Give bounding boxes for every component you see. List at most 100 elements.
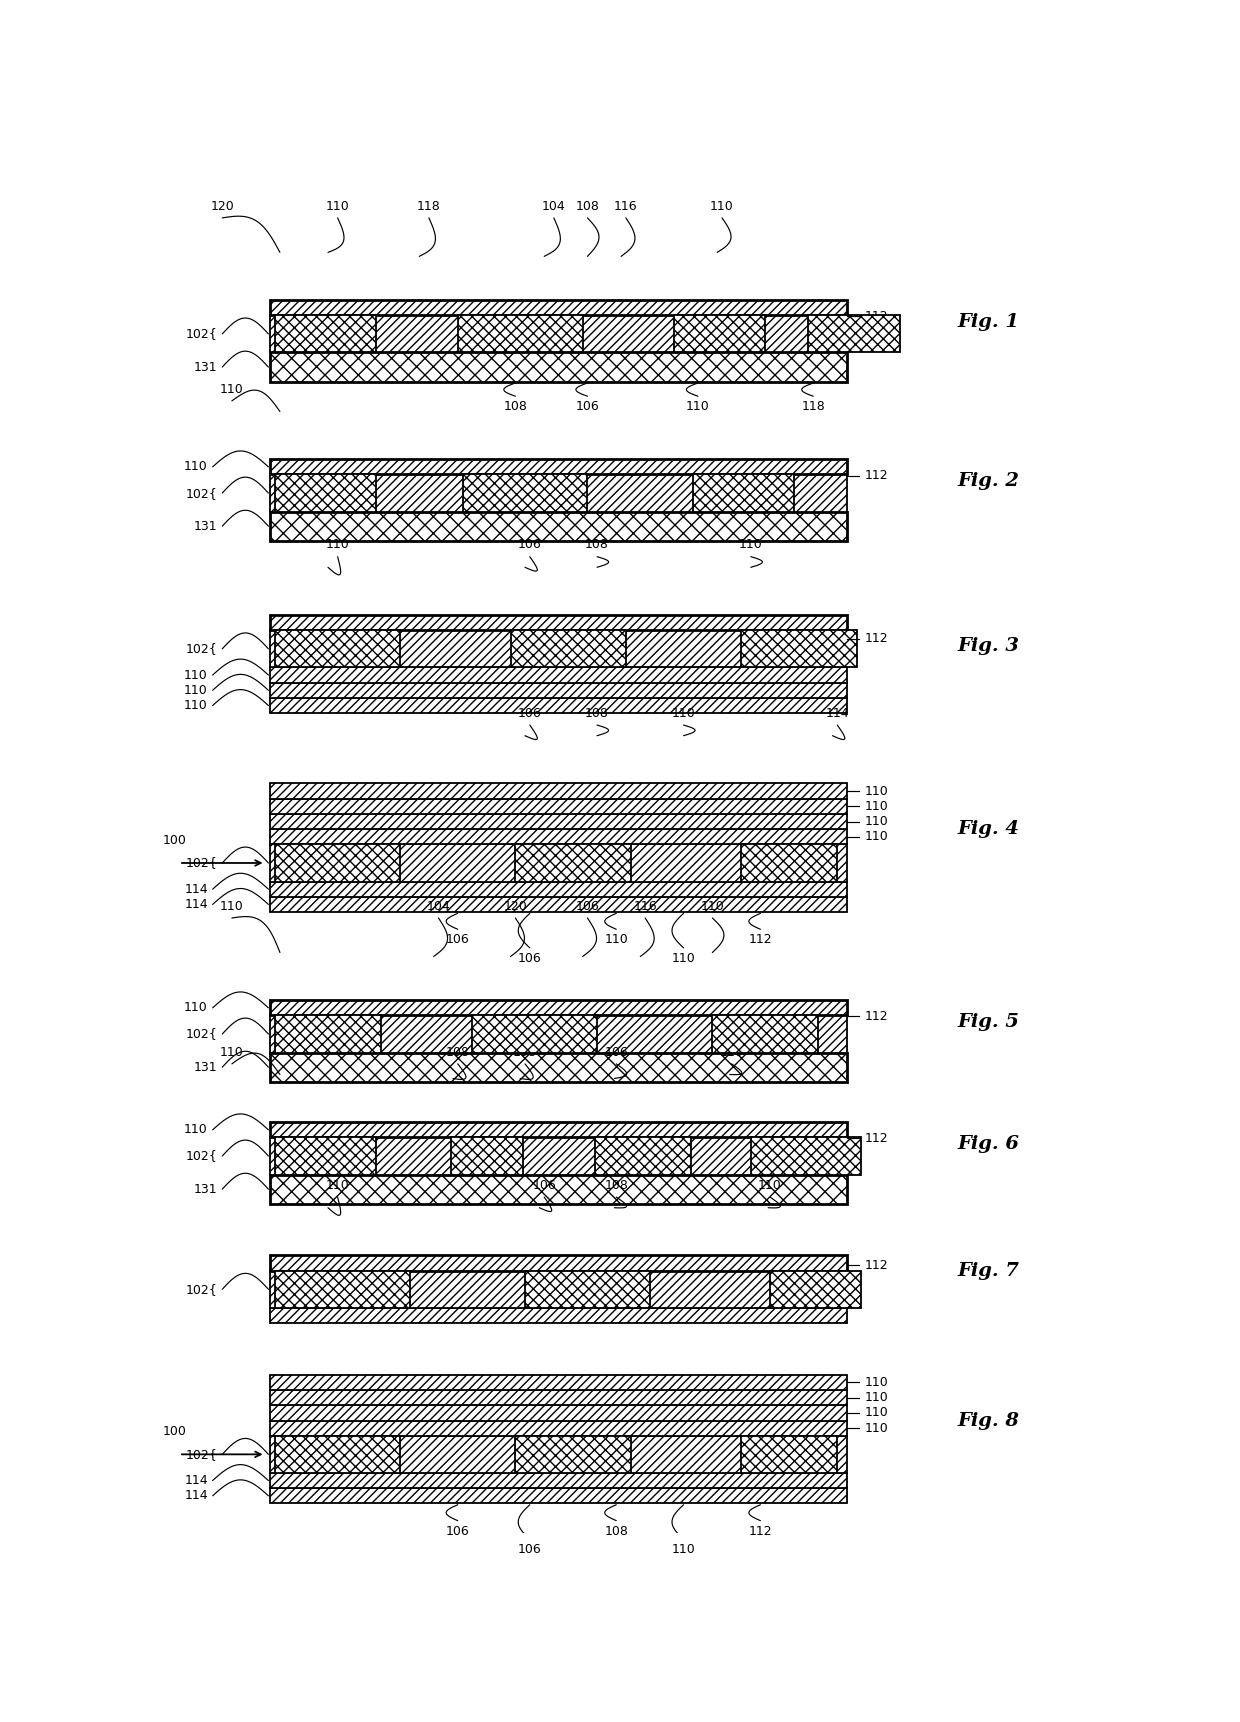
Text: 112: 112 — [749, 933, 773, 947]
Text: 112: 112 — [864, 310, 888, 324]
Bar — [270, 630, 847, 668]
Text: 110: 110 — [864, 785, 888, 797]
Text: 110: 110 — [326, 1180, 350, 1192]
Text: Fig. 7: Fig. 7 — [957, 1262, 1019, 1279]
Bar — [275, 1436, 401, 1472]
Text: 110: 110 — [184, 668, 208, 682]
Text: 108: 108 — [585, 706, 609, 720]
Bar — [751, 1138, 862, 1174]
Bar — [770, 1271, 862, 1307]
Bar — [675, 315, 765, 353]
Text: Fig. 5: Fig. 5 — [957, 1014, 1019, 1031]
Bar — [270, 1405, 847, 1421]
Bar — [516, 844, 631, 882]
Bar — [270, 1390, 847, 1405]
Bar — [270, 697, 847, 713]
Bar — [463, 475, 588, 511]
Text: 131: 131 — [193, 360, 217, 374]
Bar — [270, 615, 847, 630]
Text: 108: 108 — [513, 1045, 537, 1059]
Text: 110: 110 — [672, 952, 696, 964]
Text: 110: 110 — [219, 382, 244, 396]
Text: 102{: 102{ — [186, 487, 217, 499]
Text: 110: 110 — [864, 1422, 888, 1434]
Text: 106: 106 — [446, 933, 470, 947]
Text: 114: 114 — [185, 1490, 208, 1502]
Bar — [270, 1488, 847, 1503]
Bar — [270, 1000, 847, 1016]
Text: 102{: 102{ — [186, 327, 217, 341]
Text: 131: 131 — [193, 1061, 217, 1075]
Bar — [270, 1472, 847, 1488]
Text: 131: 131 — [193, 1183, 217, 1195]
Text: 112: 112 — [864, 468, 888, 482]
Text: 106: 106 — [518, 1543, 542, 1557]
Bar — [525, 1271, 650, 1307]
Text: 110: 110 — [711, 200, 734, 212]
Text: 106: 106 — [518, 539, 542, 551]
Bar — [270, 1123, 847, 1138]
Text: Fig. 2: Fig. 2 — [957, 472, 1019, 491]
Text: 110: 110 — [184, 1000, 208, 1014]
Bar — [275, 844, 401, 882]
Bar — [270, 1436, 847, 1472]
Text: 110: 110 — [864, 799, 888, 813]
Bar — [511, 630, 626, 668]
Text: 110: 110 — [686, 400, 709, 413]
Bar — [270, 300, 847, 315]
Text: 114: 114 — [826, 706, 849, 720]
Bar — [808, 315, 900, 353]
Bar — [275, 475, 376, 511]
Bar — [270, 815, 847, 830]
Text: 120: 120 — [211, 200, 234, 212]
Bar — [270, 1052, 847, 1081]
Bar — [270, 882, 847, 897]
Bar — [270, 668, 847, 682]
Text: 112: 112 — [864, 1011, 888, 1023]
Bar — [275, 630, 401, 668]
Text: 106: 106 — [532, 1180, 556, 1192]
Bar — [275, 1271, 409, 1307]
Bar — [270, 799, 847, 815]
Bar — [270, 1016, 847, 1052]
Bar — [270, 460, 847, 475]
Text: 110: 110 — [739, 539, 763, 551]
Text: 110: 110 — [326, 539, 350, 551]
Bar — [270, 315, 847, 353]
Text: 108: 108 — [445, 1045, 470, 1059]
Text: 108: 108 — [585, 539, 609, 551]
Bar — [270, 353, 847, 382]
Bar — [458, 315, 583, 353]
Text: 108: 108 — [503, 400, 527, 413]
Text: 112: 112 — [749, 1524, 773, 1538]
Text: 110: 110 — [864, 1407, 888, 1419]
Text: 114: 114 — [185, 897, 208, 911]
Bar — [742, 630, 857, 668]
Text: 108: 108 — [604, 1180, 629, 1192]
Text: 110: 110 — [184, 699, 208, 711]
Bar — [270, 1255, 847, 1271]
Text: 120: 120 — [503, 899, 527, 913]
Bar — [270, 784, 847, 799]
Bar — [270, 1374, 847, 1390]
Text: 102{: 102{ — [186, 856, 217, 870]
Text: 106: 106 — [575, 400, 599, 413]
Bar — [275, 315, 376, 353]
Text: 100: 100 — [162, 833, 186, 847]
Bar — [270, 1271, 847, 1307]
Bar — [472, 1016, 596, 1052]
Text: 110: 110 — [672, 1543, 696, 1557]
Text: 116: 116 — [614, 200, 637, 212]
Text: 112: 112 — [864, 1259, 888, 1273]
Text: 102{: 102{ — [186, 1028, 217, 1040]
Text: 108: 108 — [604, 1524, 629, 1538]
Text: 102{: 102{ — [186, 1150, 217, 1162]
Text: 108: 108 — [575, 200, 599, 212]
Text: Fig. 8: Fig. 8 — [957, 1412, 1019, 1429]
Bar — [451, 1138, 523, 1174]
Text: 118: 118 — [417, 200, 440, 212]
Text: 110: 110 — [719, 1045, 744, 1059]
Text: 110: 110 — [326, 200, 350, 212]
Text: Fig. 4: Fig. 4 — [957, 820, 1019, 839]
Text: 102{: 102{ — [186, 1283, 217, 1295]
